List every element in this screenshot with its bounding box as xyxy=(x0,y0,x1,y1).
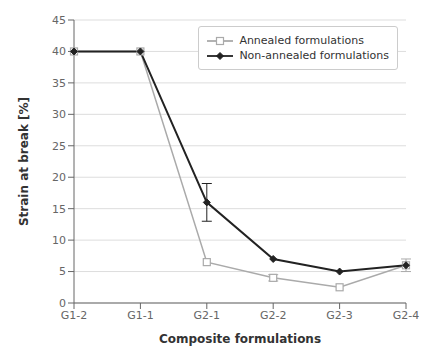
svg-text:G1-1: G1-1 xyxy=(127,309,154,322)
svg-text:5: 5 xyxy=(59,265,66,278)
html-text:Non-annealed formulations: Non-annealed formulations xyxy=(239,49,389,62)
svg-text:15: 15 xyxy=(52,203,66,216)
svg-text:G2-2: G2-2 xyxy=(260,309,287,322)
svg-text:25: 25 xyxy=(52,140,66,153)
svg-text:35: 35 xyxy=(52,77,66,90)
svg-text:Strain at break [%]: Strain at break [%] xyxy=(17,97,31,226)
svg-text:G2-3: G2-3 xyxy=(326,309,353,322)
html-text:Annealed formulations: Annealed formulations xyxy=(239,34,364,47)
svg-text:G1-2: G1-2 xyxy=(61,309,88,322)
svg-text:G2-1: G2-1 xyxy=(194,309,221,322)
svg-text:30: 30 xyxy=(52,108,66,121)
svg-text:10: 10 xyxy=(52,234,66,247)
svg-text:Composite formulations: Composite formulations xyxy=(159,332,321,346)
svg-text:45: 45 xyxy=(52,14,66,27)
svg-text:G2-4: G2-4 xyxy=(393,309,420,322)
svg-text:0: 0 xyxy=(59,297,66,310)
svg-text:20: 20 xyxy=(52,171,66,184)
svg-text:40: 40 xyxy=(52,45,66,58)
